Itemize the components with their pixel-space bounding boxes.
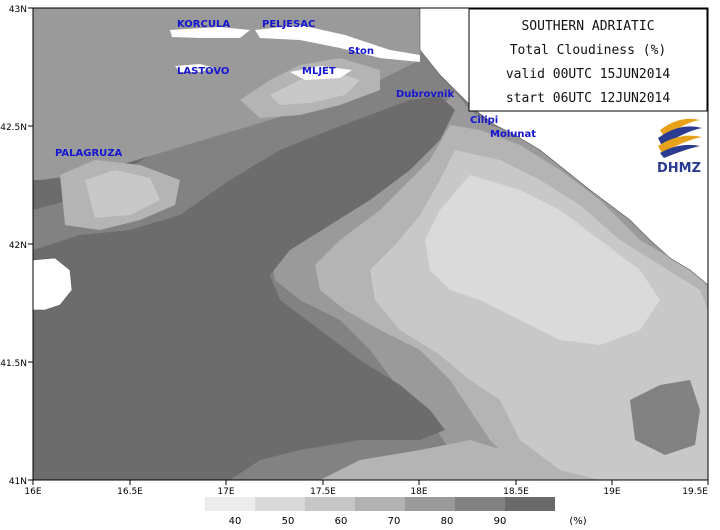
shade-50-palagruza	[85, 170, 160, 218]
island-mljet	[290, 66, 352, 80]
legend-swatch	[405, 497, 455, 511]
place-mljet: MLJET	[302, 66, 336, 77]
place-cilipi: Cilipi	[470, 115, 498, 126]
map-parameter: Total Cloudiness (%)	[510, 43, 667, 58]
place-ston: Ston	[348, 46, 374, 57]
legend-swatch	[355, 497, 405, 511]
place-korcula: KORCULA	[177, 19, 230, 30]
title-box-frame	[468, 8, 708, 112]
island-peljesac	[255, 25, 420, 62]
shade-40-mljet	[270, 72, 360, 105]
legend-label: 40	[229, 516, 242, 527]
y-tick-label: 41N	[9, 477, 27, 487]
legend: 40 50 60 70 80 90 (%)	[205, 497, 587, 527]
place-lastovo: LASTOVO	[177, 66, 229, 77]
x-tick-label: 16E	[24, 487, 41, 497]
y-tick-label: 42.5N	[0, 123, 27, 133]
x-tick-label: 18E	[410, 487, 427, 497]
x-tick-label: 19.5E	[682, 487, 708, 497]
place-molunat: Molunat	[490, 129, 536, 140]
dhmz-swirl-icon	[658, 118, 702, 158]
dhmz-logo-text: DHMZ	[657, 161, 701, 176]
coastline-italy	[32, 257, 73, 311]
legend-label: 70	[388, 516, 401, 527]
legend-label: 60	[335, 516, 348, 527]
legend-unit: (%)	[569, 516, 586, 527]
legend-label: 80	[441, 516, 454, 527]
x-axis: 16E 16.5E 17E 17.5E 18E 18.5E 19E 19.5E	[24, 480, 709, 497]
dhmz-logo: DHMZ	[657, 118, 702, 176]
shade-80-southeast	[630, 380, 700, 455]
map-start-time: start 06UTC 12JUN2014	[506, 91, 671, 106]
legend-label: 50	[282, 516, 295, 527]
x-tick-label: 17E	[217, 487, 234, 497]
legend-swatch	[455, 497, 505, 511]
legend-swatch	[255, 497, 305, 511]
y-tick-label: 43N	[9, 5, 27, 15]
place-palagruza: PALAGRUZA	[55, 148, 123, 159]
map-region-title: SOUTHERN ADRIATIC	[521, 19, 654, 34]
place-peljesac: PELJESAC	[262, 19, 315, 30]
title-box: SOUTHERN ADRIATIC Total Cloudiness (%) v…	[468, 8, 708, 112]
x-tick-label: 19E	[603, 487, 620, 497]
legend-swatch	[505, 497, 555, 511]
shade-60-south	[320, 440, 560, 480]
y-tick-label: 42N	[9, 241, 27, 251]
shade-70-northwest	[33, 8, 420, 180]
x-tick-label: 16.5E	[117, 487, 143, 497]
legend-swatch	[305, 497, 355, 511]
shade-40-region	[425, 175, 660, 345]
x-tick-label: 17.5E	[310, 487, 336, 497]
island-lastovo	[175, 64, 215, 72]
x-tick-label: 18.5E	[503, 487, 529, 497]
y-axis: 43N 42.5N 42N 41.5N 41N	[0, 5, 33, 487]
island-korcula	[170, 27, 250, 38]
place-labels: KORCULA PELJESAC Ston LASTOVO MLJET Dubr…	[55, 19, 536, 159]
place-dubrovnik: Dubrovnik	[396, 89, 454, 100]
map-valid-time: valid 00UTC 15JUN2014	[506, 67, 671, 82]
legend-label: 90	[494, 516, 507, 527]
y-tick-label: 41.5N	[0, 359, 27, 369]
shade-90-band	[33, 96, 455, 480]
legend-swatch	[205, 497, 255, 511]
